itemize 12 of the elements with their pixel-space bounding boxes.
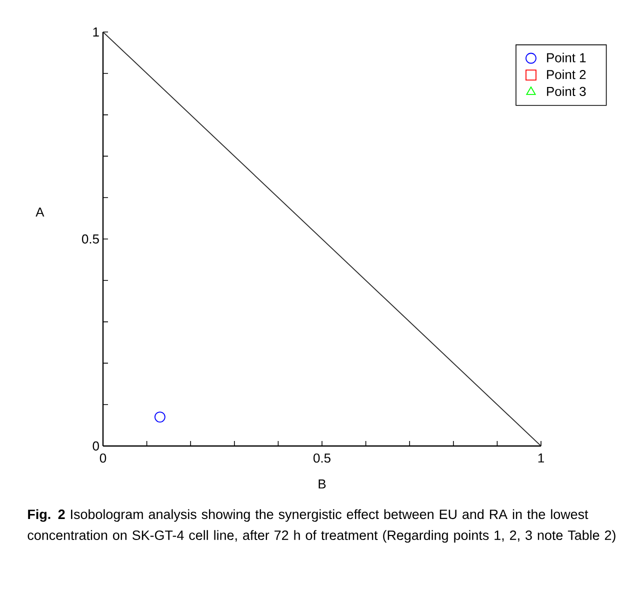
x-tick-label: 1 [538,454,544,462]
x-axis-title: B [318,480,326,488]
legend-label: Point 2 [547,70,586,80]
legend-label: Point 1 [547,52,586,62]
x-tick-label: 0 [100,454,106,463]
y-tick-label: 0 [92,441,99,451]
y-tick-label: 0.5 [82,234,99,244]
text: Fig. 2 Isobologram analysis showing the synergistic effect between EU and RA in the lowest concentration on SK-GT-4 cell line, after 72 h of treatment (Regarding points 1, 2, 3 note Table 2) [28,509,616,543]
x-tick-label: 0.5 [314,454,330,463]
legend-label: Point 3 [547,86,586,96]
y-axis-title: A [36,208,44,217]
y-tick-label: 1 [93,28,99,36]
